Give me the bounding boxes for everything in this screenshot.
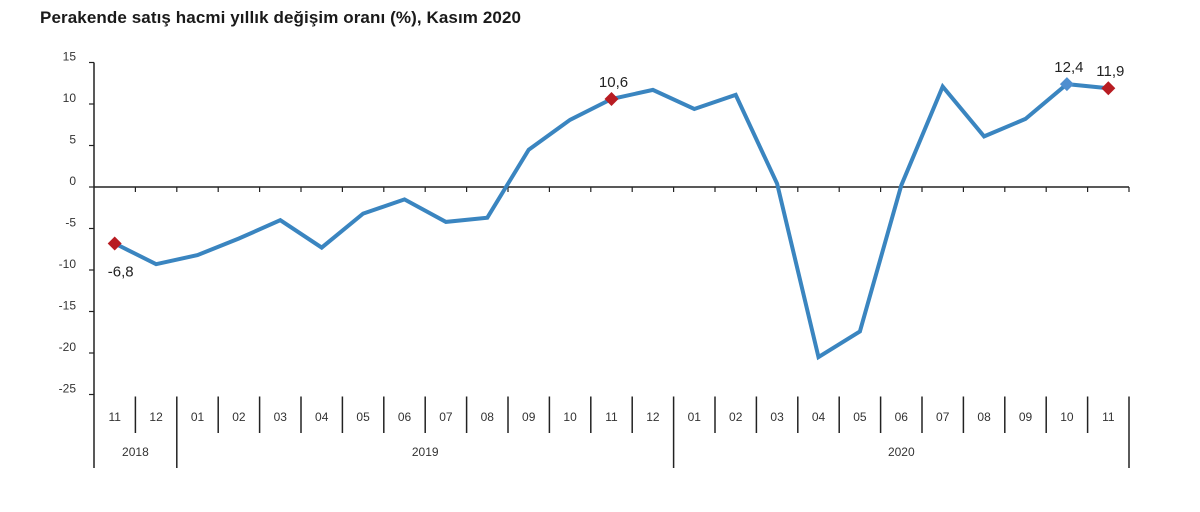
red-diamond-marker-icon — [604, 92, 619, 107]
y-axis: 15 10 5 0 -5 -10 -15 -20 -25 — [59, 50, 95, 468]
data-annotations: -6,8 10,6 12,4 11,9 — [107, 59, 1124, 280]
x-category-label: 01 — [191, 410, 205, 424]
x-category-label: 07 — [439, 410, 453, 424]
series-line — [113, 82, 1109, 361]
x-category-label: 12 — [149, 410, 163, 424]
y-tick-label: -10 — [59, 257, 77, 271]
red-diamond-marker-icon — [107, 236, 122, 251]
data-series — [113, 82, 1109, 361]
y-tick-label: 15 — [63, 50, 77, 64]
x-year-label: 2018 — [122, 445, 149, 459]
x-category-label: 03 — [274, 410, 288, 424]
x-category-label: 05 — [356, 410, 370, 424]
chart-title: Perakende satış hacmi yıllık değişim ora… — [40, 8, 522, 27]
y-tick-label: -15 — [59, 299, 77, 313]
y-tick-label: -5 — [65, 216, 76, 230]
x-category-label: 10 — [1060, 410, 1074, 424]
x-category-label: 02 — [232, 410, 246, 424]
x-category-label: 10 — [563, 410, 577, 424]
x-category-label: 09 — [1019, 410, 1033, 424]
x-category-label: 04 — [315, 410, 329, 424]
y-tick-label: 0 — [69, 174, 76, 188]
x-category-label: 07 — [936, 410, 950, 424]
red-diamond-marker-icon — [1101, 81, 1116, 96]
x-category-label: 05 — [853, 410, 867, 424]
x-category-label: 09 — [522, 410, 536, 424]
x-category-label: 11 — [108, 410, 121, 424]
x-category-label: 03 — [770, 410, 784, 424]
x-category-label: 08 — [481, 410, 495, 424]
x-category-label: 04 — [812, 410, 826, 424]
x-category-label: 08 — [977, 410, 991, 424]
y-tick-label: -20 — [59, 340, 77, 354]
y-tick-label: 5 — [69, 133, 76, 147]
x-category-label: 01 — [688, 410, 702, 424]
x-category-label: 02 — [729, 410, 743, 424]
x-category-label: 06 — [398, 410, 412, 424]
data-point-label: 10,6 — [599, 74, 628, 91]
x-category-label: 11 — [605, 410, 618, 424]
blue-diamond-marker-icon — [1059, 77, 1074, 92]
x-axis: 11 12 01 02 03 04 05 06 07 08 09 10 11 12 01 02 03 04 05 06… — [94, 186, 1130, 468]
x-category-label: 12 — [646, 410, 660, 424]
y-tick-label: -25 — [59, 382, 77, 396]
data-point-label: -6,8 — [108, 263, 134, 280]
data-point-label: 12,4 — [1054, 59, 1083, 76]
x-year-label: 2020 — [888, 445, 915, 459]
data-point-label: 11,9 — [1096, 63, 1124, 80]
x-year-label: 2019 — [412, 445, 439, 459]
x-category-label: 11 — [1102, 410, 1115, 424]
x-category-label: 06 — [895, 410, 909, 424]
y-tick-label: 10 — [63, 91, 77, 105]
